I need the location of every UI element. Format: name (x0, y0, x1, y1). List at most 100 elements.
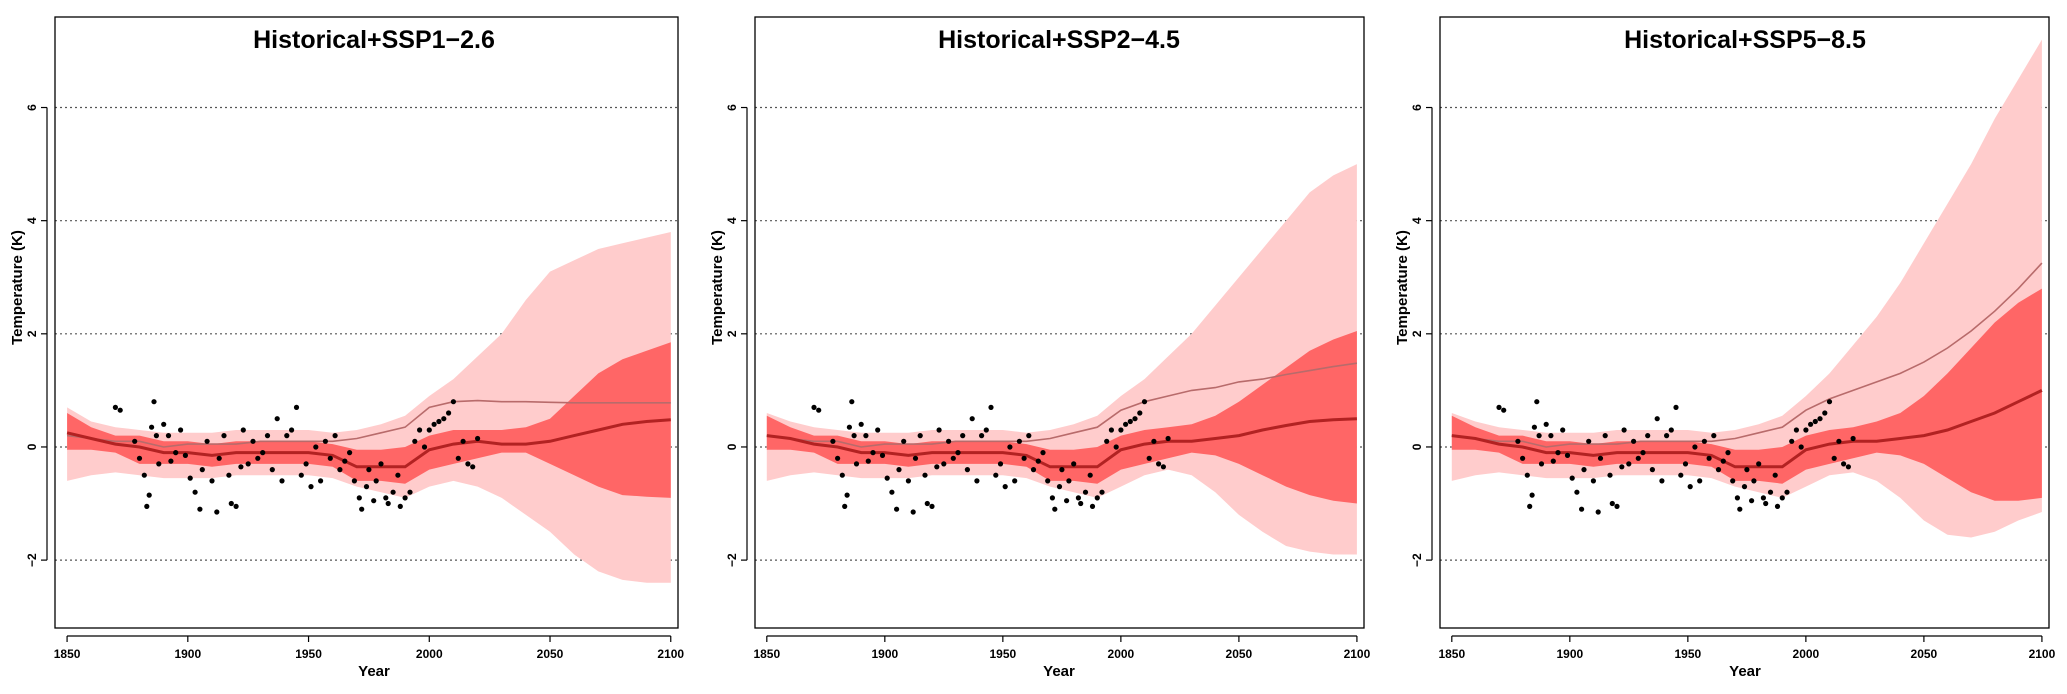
observation-point (917, 433, 923, 439)
observation-point (1123, 421, 1129, 427)
observation-point (450, 399, 456, 405)
observation-point (1538, 461, 1545, 467)
observation-point (1075, 495, 1081, 501)
x-tick-label: 1950 (989, 647, 1016, 661)
observation-point (153, 433, 159, 439)
x-tick-label: 1850 (1438, 647, 1465, 661)
observation-point (165, 433, 172, 439)
observation-point (950, 455, 956, 461)
observation-point (1784, 489, 1790, 495)
x-tick-label: 1850 (753, 647, 780, 661)
median-series-line (766, 417, 1357, 469)
observation-point (337, 467, 343, 473)
x-tick-label: 1900 (871, 647, 898, 661)
observation-point (1066, 478, 1072, 484)
observation-point (1099, 489, 1105, 495)
observation-point (849, 399, 855, 405)
observation-point (1734, 495, 1740, 501)
plot-area: 1850 1900 1950 2000 2050 2100 −2 0 2 4 6 (725, 16, 1371, 661)
observation-point (1673, 404, 1679, 410)
observation-point (313, 444, 319, 450)
observation-point (1659, 478, 1665, 484)
observation-point (151, 399, 157, 405)
y-tick-label: 0 (725, 443, 739, 450)
observation-point (1631, 438, 1637, 444)
observation-point (964, 467, 971, 473)
observation-point (851, 433, 857, 439)
observation-point (1527, 503, 1533, 509)
observation-point (1146, 455, 1152, 461)
observation-point (1751, 478, 1757, 484)
observation-point (1137, 410, 1143, 416)
x-tick-label: 2050 (537, 647, 564, 661)
observation-point (889, 489, 895, 495)
x-axis-label: Year (1043, 663, 1075, 680)
x-tick-label: 1900 (174, 647, 201, 661)
observation-point (1649, 467, 1655, 473)
y-tick-label: 0 (1410, 443, 1424, 450)
observation-point (1108, 427, 1114, 433)
observation-point (1515, 438, 1521, 444)
observation-point (332, 433, 338, 439)
observation-point (378, 461, 384, 467)
observation-point (1645, 433, 1651, 439)
observation-point (1597, 455, 1604, 461)
observation-point (929, 503, 935, 509)
outer-uncertainty-band (766, 164, 1357, 555)
observation-point (1569, 475, 1575, 481)
observation-point (303, 461, 309, 467)
y-tick-label: −2 (1410, 553, 1424, 567)
observation-point (1687, 484, 1693, 490)
observation-point (1701, 438, 1707, 444)
observation-point (969, 416, 975, 422)
observation-point (1798, 444, 1804, 450)
observation-point (1529, 492, 1535, 498)
observation-point (269, 467, 275, 473)
observation-point (426, 427, 432, 433)
observation-point (1602, 433, 1608, 439)
observation-point (1822, 410, 1828, 416)
observation-point (974, 478, 980, 484)
observation-point (293, 404, 300, 410)
x-tick-label: 2050 (1911, 647, 1938, 661)
panel-title: Historical+SSP5−8.5 (1624, 26, 1866, 54)
observation-point (470, 464, 476, 470)
observation-point (112, 404, 118, 410)
plot-area: 1850 1900 1950 2000 2050 2100 −2 0 2 4 6 (25, 16, 684, 661)
observation-point (1056, 484, 1063, 490)
observation-point (875, 427, 881, 433)
x-axis-label: Year (358, 663, 390, 680)
observation-point (1030, 467, 1037, 473)
inner-uncertainty-band (1451, 288, 2042, 501)
upper-series-line (1451, 262, 2043, 448)
observation-point (979, 433, 985, 439)
observation-point (1501, 407, 1507, 413)
observation-point (1113, 444, 1119, 450)
observation-point (1730, 478, 1736, 484)
upper-series-line (67, 399, 671, 448)
observation-point (1560, 427, 1566, 433)
observation-point (870, 450, 876, 456)
observation-point (1725, 450, 1731, 456)
observation-point (1836, 438, 1842, 444)
panel-ssp585: 1850 1900 1950 2000 2050 2100 −2 0 2 4 6 Historica… (1394, 16, 2056, 680)
x-tick-label: 2100 (2029, 647, 2056, 661)
observation-point (322, 438, 328, 444)
observation-point (1720, 458, 1726, 464)
observation-point (373, 478, 379, 484)
observation-point (1586, 438, 1592, 444)
observation-point (1082, 489, 1089, 495)
observation-point (441, 416, 447, 422)
observation-point (117, 407, 123, 413)
x-tick-label: 2000 (1108, 647, 1135, 661)
observation-point (446, 410, 452, 416)
observation-point (455, 455, 461, 461)
observation-point (936, 427, 942, 433)
observation-point (1581, 467, 1587, 473)
observation-point (1141, 399, 1148, 405)
observation-point (1640, 450, 1646, 456)
y-tick-label: 6 (25, 104, 39, 111)
observation-point (199, 467, 205, 473)
plot-frame (1439, 16, 2050, 629)
